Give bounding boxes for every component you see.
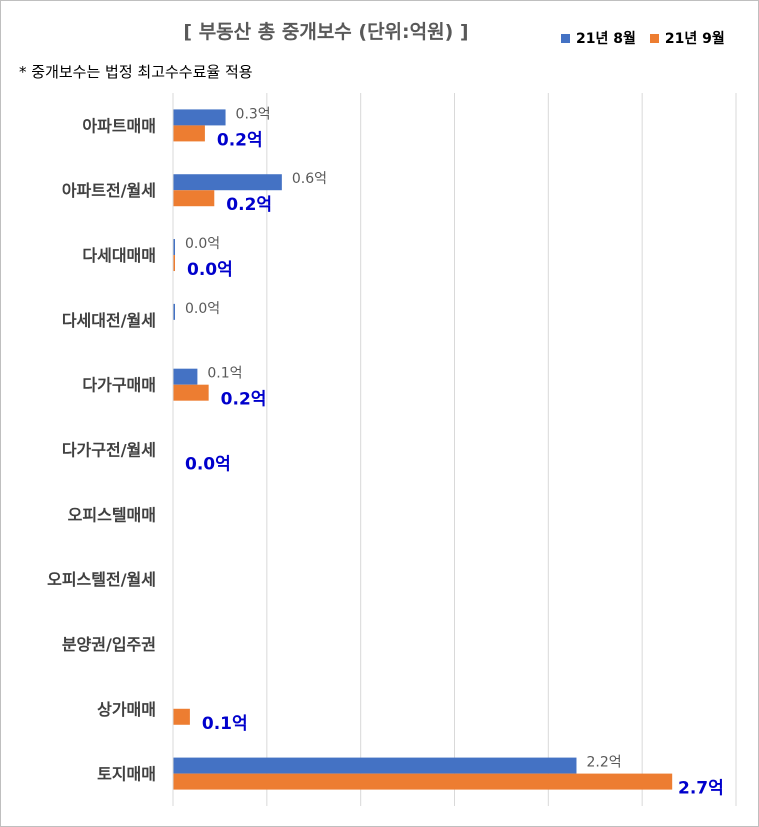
data-label-aug: 0.6억 [292, 171, 327, 187]
data-label-sep: 0.2억 [221, 390, 267, 410]
bar-aug [173, 239, 175, 256]
legend-swatch-aug [561, 33, 570, 43]
data-label-aug: 2.2억 [586, 755, 621, 771]
legend-item-sep: 21년 9월 [649, 28, 725, 48]
data-label-aug: 0.1억 [207, 366, 242, 382]
legend-label-aug: 21년 8월 [576, 31, 636, 47]
data-label-sep: 2.7억 [678, 779, 724, 799]
bar-aug [173, 109, 226, 126]
data-label-sep: 0.0억 [187, 260, 233, 280]
category-label: 토지매매 [97, 765, 156, 784]
bar-sep [173, 190, 215, 207]
category-label: 상가매매 [97, 700, 156, 719]
chart-note: * 중개보수는 법정 최고수수료율 적용 [19, 63, 253, 81]
data-label-aug: 0.0억 [185, 236, 220, 252]
bar-sep [173, 125, 205, 142]
data-label-sep: 0.2억 [217, 130, 263, 150]
legend-item-aug: 21년 8월 [561, 28, 636, 48]
bar-sep [173, 384, 209, 401]
chart-title: [ 부동산 총 중개보수 (단위:억원) ] [183, 21, 469, 43]
category-label: 분양권/입주권 [62, 635, 156, 654]
data-label-sep: 0.1억 [202, 714, 248, 734]
data-label-aug: 0.3억 [236, 106, 271, 122]
legend-label-sep: 21년 9월 [664, 31, 725, 47]
category-label: 아파트매매 [82, 116, 156, 135]
bar-sep [173, 773, 673, 790]
category-label: 아파트전/월세 [62, 181, 156, 200]
data-label-aug: 0.0억 [185, 301, 220, 317]
bar-aug [173, 303, 175, 320]
data-label-sep: 0.0억 [185, 455, 231, 475]
legend-swatch-sep [649, 33, 659, 43]
category-label: 다가구전/월세 [62, 441, 156, 460]
data-label-sep: 0.2억 [226, 195, 272, 215]
bar-aug [173, 174, 282, 191]
legend: 21년 8월 21년 9월 [561, 28, 739, 48]
category-label: 다가구매매 [82, 376, 156, 395]
category-label: 다세대매매 [82, 246, 156, 265]
bar-aug [173, 368, 198, 385]
bar-aug [173, 757, 577, 774]
bar-sep [173, 708, 190, 725]
category-label: 오피스텔전/월세 [47, 570, 156, 589]
category-label: 오피스텔매매 [68, 505, 156, 524]
bar-sep [173, 255, 175, 272]
category-label: 다세대전/월세 [62, 311, 156, 330]
